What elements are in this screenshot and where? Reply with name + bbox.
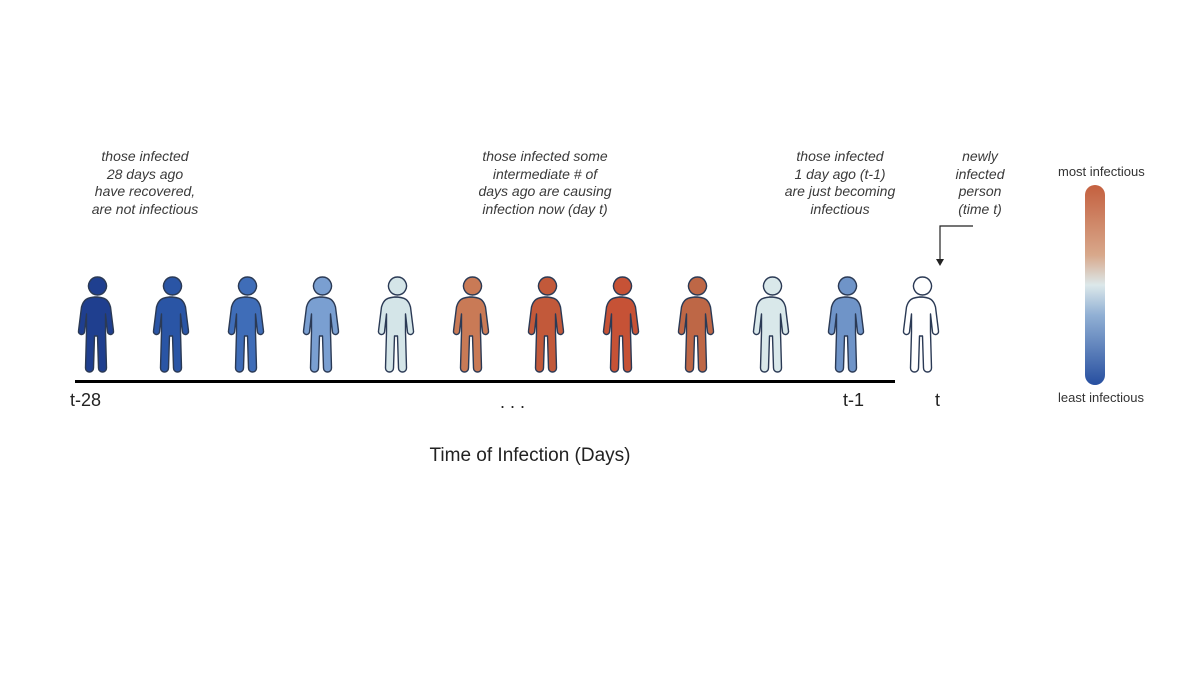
person-icon [70,275,125,375]
axis-label-t: t [935,390,940,411]
person-icon [745,275,800,375]
person-icon [520,275,575,375]
axis-title: Time of Infection (Days) [400,445,660,467]
colorbar-label-most: most infectious [1058,164,1145,179]
person-icon [295,275,350,375]
axis-label-ellipsis: . . . [500,392,525,413]
timeline-axis [75,380,895,383]
person-icon [220,275,275,375]
axis-label-t-28: t-28 [70,390,101,411]
diagram-stage: those infected 28 days ago have recovere… [0,0,1200,675]
people-row [70,265,970,375]
person-icon [670,275,725,375]
person-icon [895,275,950,375]
colorbar-label-least: least infectious [1058,390,1144,405]
person-icon [145,275,200,375]
person-icon [595,275,650,375]
person-icon [370,275,425,375]
colorbar-gradient [1085,185,1105,385]
person-icon [445,275,500,375]
person-icon [820,275,875,375]
axis-label-t-1: t-1 [843,390,864,411]
colorbar [1085,185,1105,385]
